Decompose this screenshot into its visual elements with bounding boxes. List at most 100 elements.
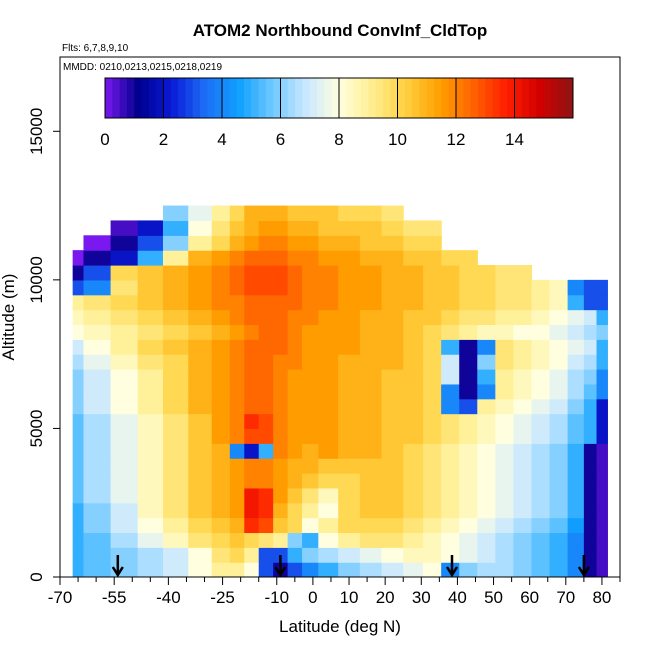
heatmap-cell	[596, 294, 608, 311]
heatmap-cell	[162, 502, 189, 519]
heatmap-cell	[567, 324, 585, 340]
heatmap-cell	[423, 398, 442, 415]
colorbar-swatch	[448, 78, 457, 118]
heatmap-cell	[596, 324, 608, 340]
heatmap-cell	[110, 532, 139, 548]
heatmap-cell	[273, 205, 289, 222]
heatmap-cell	[211, 383, 231, 400]
heatmap-cell	[244, 562, 260, 577]
heatmap-cell	[110, 309, 139, 326]
heatmap-cell	[83, 458, 112, 474]
colorbar-swatch	[112, 78, 121, 118]
heatmap-cell	[302, 369, 319, 385]
heatmap-cell	[359, 279, 383, 296]
heatmap-cell	[513, 339, 533, 355]
heatmap-cell	[211, 354, 231, 370]
heatmap-cell	[287, 443, 303, 459]
heatmap-cell	[531, 309, 551, 326]
heatmap-cell	[531, 354, 551, 370]
heatmap-cell	[287, 309, 303, 326]
heatmap-cell	[211, 339, 231, 355]
heatmap-cell	[211, 324, 231, 340]
colorbar-swatch	[105, 78, 113, 118]
heatmap-cell	[137, 428, 164, 444]
heatmap-cell	[423, 428, 442, 444]
heatmap-cell	[567, 562, 585, 577]
heatmap-cell	[229, 250, 245, 266]
heatmap-cell	[359, 250, 383, 266]
heatmap-cell	[72, 324, 85, 340]
heatmap-cell	[459, 413, 478, 430]
y-tick-label: 15000	[27, 108, 46, 155]
heatmap-cell	[287, 294, 303, 311]
heatmap-cell	[162, 413, 189, 430]
heatmap-cell	[287, 205, 303, 222]
heatmap-cell	[211, 502, 231, 519]
heatmap-cell	[137, 354, 164, 370]
heatmap-cell	[273, 502, 289, 519]
heatmap-cell	[381, 220, 404, 236]
heatmap-cell	[244, 220, 260, 236]
heatmap-cell	[83, 473, 112, 489]
heatmap-cell	[513, 369, 533, 385]
heatmap-cell	[459, 562, 478, 577]
heatmap-cell	[244, 473, 260, 489]
heatmap-cell	[137, 413, 164, 430]
heatmap-cell	[137, 517, 164, 534]
heatmap-cell	[110, 265, 139, 281]
heatmap-cell	[338, 324, 361, 340]
heatmap-cell	[359, 428, 383, 444]
colorbar-swatch	[170, 78, 179, 118]
heatmap-cell	[258, 413, 274, 430]
heatmap-cell	[495, 265, 515, 281]
heatmap-cell	[229, 547, 245, 563]
colorbar-swatch	[434, 78, 442, 118]
heatmap-cell	[381, 413, 404, 430]
heatmap-cell	[531, 473, 551, 489]
heatmap-cell	[381, 309, 404, 326]
heatmap-cell	[495, 413, 515, 430]
heatmap-cell	[459, 339, 478, 355]
heatmap-cell	[137, 473, 164, 489]
heatmap-cell	[359, 502, 383, 519]
heatmap-cell	[211, 398, 231, 415]
heatmap-cell	[549, 502, 569, 519]
heatmap-cell	[229, 487, 245, 504]
heatmap-cell	[477, 369, 496, 385]
heatmap-cell	[258, 443, 274, 459]
heatmap-cell	[495, 324, 515, 340]
heatmap-cell	[258, 562, 274, 577]
heatmap-cell	[381, 354, 404, 370]
heatmap-cell	[287, 532, 303, 548]
heatmap-cell	[110, 324, 139, 340]
heatmap-cell	[495, 309, 515, 326]
heatmap-cell	[273, 532, 289, 548]
heatmap-cell	[338, 458, 361, 474]
colorbar-swatch	[207, 78, 216, 118]
colorbar-tick-label: 12	[447, 130, 466, 149]
chart-title: ATOM2 Northbound ConvInf_CldTop	[193, 21, 488, 40]
colorbar-swatch	[558, 78, 567, 118]
heatmap-cell	[495, 502, 515, 519]
heatmap-cell	[477, 443, 496, 459]
heatmap-cell	[583, 279, 598, 296]
heatmap-cell	[403, 502, 424, 519]
x-tick-label: -25	[210, 588, 235, 607]
heatmap-cell	[229, 562, 245, 577]
heatmap-cell	[441, 369, 460, 385]
heatmap-cell	[258, 487, 274, 504]
heatmap-cell	[137, 369, 164, 385]
heatmap-cell	[441, 354, 460, 370]
heatmap-cell	[244, 413, 260, 430]
heatmap-cell	[302, 205, 319, 222]
heatmap-cell	[338, 265, 361, 281]
heatmap-cell	[495, 369, 515, 385]
colorbar-swatch	[536, 78, 545, 118]
heatmap-cell	[513, 443, 533, 459]
heatmap-cell	[287, 502, 303, 519]
heatmap-cell	[513, 473, 533, 489]
heatmap-cell	[596, 502, 608, 519]
heatmap-cell	[531, 532, 551, 548]
heatmap-cell	[137, 309, 164, 326]
